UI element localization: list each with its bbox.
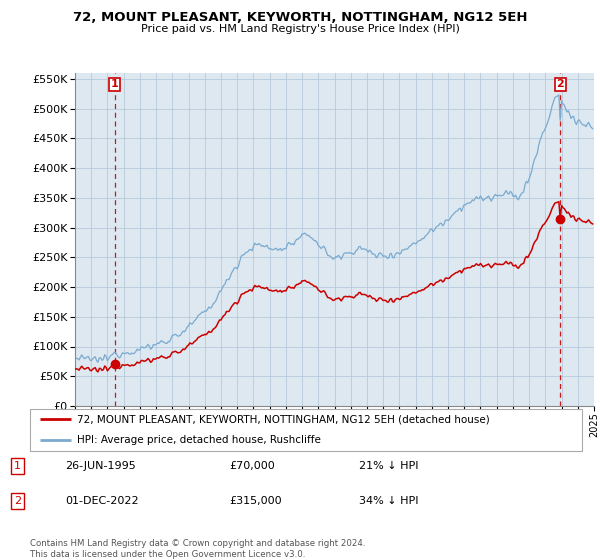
Text: £315,000: £315,000 [229,496,282,506]
Text: 1: 1 [111,80,119,90]
Text: 72, MOUNT PLEASANT, KEYWORTH, NOTTINGHAM, NG12 5EH (detached house): 72, MOUNT PLEASANT, KEYWORTH, NOTTINGHAM… [77,414,490,424]
Text: 1: 1 [14,461,21,471]
FancyBboxPatch shape [30,409,582,451]
Text: 34% ↓ HPI: 34% ↓ HPI [359,496,418,506]
Text: HPI: Average price, detached house, Rushcliffe: HPI: Average price, detached house, Rush… [77,435,321,445]
Text: £70,000: £70,000 [229,461,275,471]
Text: 26-JUN-1995: 26-JUN-1995 [65,461,136,471]
Text: 01-DEC-2022: 01-DEC-2022 [65,496,139,506]
Text: 72, MOUNT PLEASANT, KEYWORTH, NOTTINGHAM, NG12 5EH: 72, MOUNT PLEASANT, KEYWORTH, NOTTINGHAM… [73,11,527,24]
Text: 2: 2 [556,80,564,90]
Text: 2: 2 [14,496,22,506]
Text: Price paid vs. HM Land Registry's House Price Index (HPI): Price paid vs. HM Land Registry's House … [140,24,460,34]
Text: 21% ↓ HPI: 21% ↓ HPI [359,461,418,471]
Text: Contains HM Land Registry data © Crown copyright and database right 2024.
This d: Contains HM Land Registry data © Crown c… [30,539,365,559]
